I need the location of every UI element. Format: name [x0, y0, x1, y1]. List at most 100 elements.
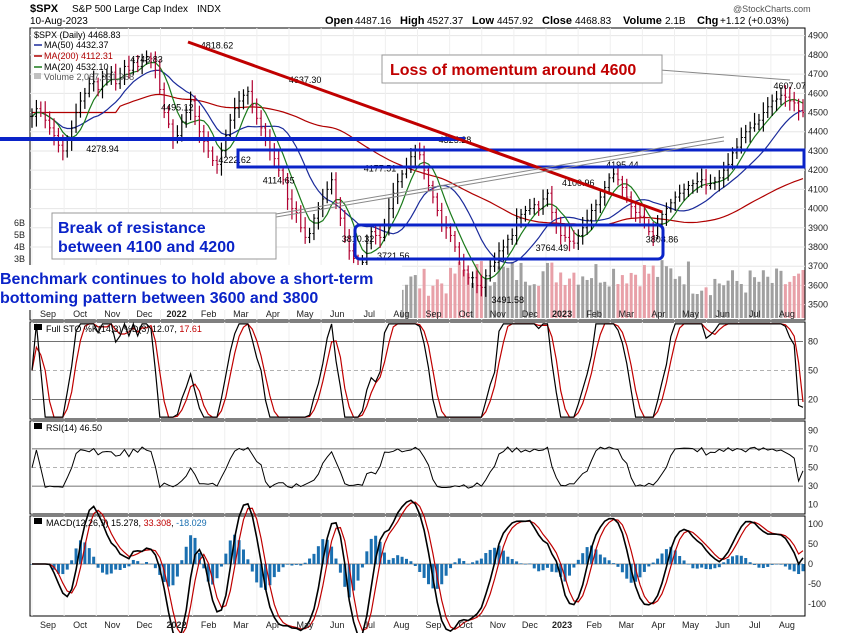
macd-histogram-bar [347, 564, 351, 598]
macd-histogram-bar [471, 562, 475, 564]
volume-bar [638, 286, 642, 318]
volume-tick-label: 4B [14, 242, 25, 252]
volume-bar [497, 266, 501, 318]
price-tick-label: 3700 [808, 261, 828, 271]
macd-histogram-bar [444, 564, 448, 576]
rsi-tick-label: 90 [808, 425, 818, 435]
x-tick-label-price: Dec [522, 309, 539, 319]
macd-histogram-bar [96, 564, 100, 568]
macd-histogram-bar [656, 558, 660, 564]
rsi-tick-label: 30 [808, 481, 818, 491]
rsi-title: RSI(14) 46.50 [46, 423, 102, 433]
macd-histogram-bar [475, 560, 479, 564]
macd-histogram-bar [206, 564, 210, 582]
macd-histogram-bar [259, 564, 263, 588]
price-extreme-label: 4114.65 [263, 176, 295, 186]
volume-bar [735, 280, 739, 318]
volume-bar [660, 260, 664, 318]
macd-histogram-bar [369, 538, 373, 564]
macd-histogram-bar [686, 564, 690, 565]
macd-histogram-bar [202, 564, 206, 569]
x-tick-label-bottom: Apr [266, 620, 280, 630]
macd-histogram-bar [321, 539, 325, 564]
volume-bar [691, 293, 695, 318]
macd-lines: 100 50 0 -50 -100 [30, 499, 826, 633]
macd-tick-label: -100 [808, 599, 826, 609]
macd-histogram-bar [83, 542, 87, 564]
macd-histogram-bar [801, 564, 805, 572]
volume-bar [471, 282, 475, 318]
price-extreme-label: 4195.44 [606, 160, 639, 170]
price-tick-label: 4200 [808, 165, 828, 175]
macd-histogram-bar [290, 564, 294, 566]
macd-histogram-bar [233, 534, 237, 564]
volume-bar [753, 277, 757, 318]
sto-tick-label: 80 [808, 336, 818, 346]
macd-histogram-bar [334, 558, 338, 564]
macd-histogram-bar [449, 564, 453, 569]
macd-histogram-bar [413, 564, 417, 566]
macd-histogram-bar [708, 564, 712, 570]
x-tick-label-bottom: Nov [490, 620, 507, 630]
volume-bar [625, 283, 629, 318]
macd-histogram-bar [541, 564, 545, 571]
macd-line [32, 499, 804, 633]
macd-histogram-bar [581, 553, 585, 564]
volume-bar [550, 262, 554, 318]
macd-histogram-bar [303, 562, 307, 564]
x-tick-label-price: Jul [749, 309, 761, 319]
y-axis-labels: 4900 4800 4700 4600 4500 4400 4300 4200 4100 4000… [14, 31, 828, 310]
price-tick-label: 4900 [808, 31, 828, 41]
volume-bar [629, 272, 633, 318]
x-tick-label-price: Aug [779, 309, 795, 319]
macd-histogram-bar [404, 558, 408, 564]
volume-bar [616, 284, 620, 318]
volume-bar [585, 279, 589, 318]
volume-bar [449, 267, 453, 318]
macd-histogram-bar [237, 540, 241, 564]
volume-bar [717, 283, 721, 318]
x-axis-labels: Sep Sep Oct Oct Nov Nov Dec Dec 2022 2022 Feb Feb Ma… [40, 309, 795, 630]
x-tick-label-price: May [682, 309, 700, 319]
macd-histogram-bar [519, 563, 523, 564]
indicator-titles: Full STO %K(14,3) %D(3) 12.07, 17.61 RSI… [34, 324, 207, 528]
macd-histogram-bar [175, 564, 179, 577]
rsi-line: 90 70 50 30 10 [31, 425, 818, 510]
volume-bar [647, 273, 651, 318]
volume-bar [444, 293, 448, 318]
macd-histogram-bar [735, 555, 739, 564]
macd-histogram-bar [501, 550, 505, 564]
macd-histogram-bar [572, 564, 576, 568]
macd-histogram-bar [616, 564, 620, 567]
volume-tick-label: 3B [14, 254, 25, 264]
macd-histogram-bar [625, 564, 629, 579]
volume-bar [457, 261, 461, 318]
macd-histogram-bar [629, 564, 633, 583]
volume-bar [678, 276, 682, 318]
price-tick-label: 4000 [808, 204, 828, 214]
price-tick-label: 4100 [808, 184, 828, 194]
price-tick-label: 3500 [808, 300, 828, 310]
bottom-callout-2: bottoming pattern between 3600 and 3800 [0, 290, 318, 307]
x-tick-label-price: Aug [393, 309, 409, 319]
macd-histogram-bar [695, 564, 699, 569]
macd-histogram-bar [559, 564, 563, 577]
price-tick-label: 3900 [808, 223, 828, 233]
momentum-callout: Loss of momentum around 4600 [390, 62, 636, 79]
volume-bar [576, 284, 580, 318]
watermark: @StockCharts.com [733, 4, 811, 14]
volume-bar [440, 283, 444, 318]
callout-pointer-resistance [275, 136, 725, 215]
price-extreme-label: 4818.62 [201, 40, 234, 50]
macd-histogram-bar [550, 564, 554, 572]
macd-histogram-bar [678, 556, 682, 564]
macd-histogram-bar [647, 564, 651, 567]
x-tick-label-price: Nov [490, 309, 507, 319]
macd-histogram-bar [422, 564, 426, 578]
x-tick-label-bottom: Apr [651, 620, 665, 630]
high-label: High [400, 15, 425, 27]
macd-histogram-bar [700, 564, 704, 568]
macd-histogram-bar [515, 561, 519, 564]
price-extreme-label: 3491.58 [492, 295, 525, 305]
x-tick-label-price: Oct [73, 309, 88, 319]
